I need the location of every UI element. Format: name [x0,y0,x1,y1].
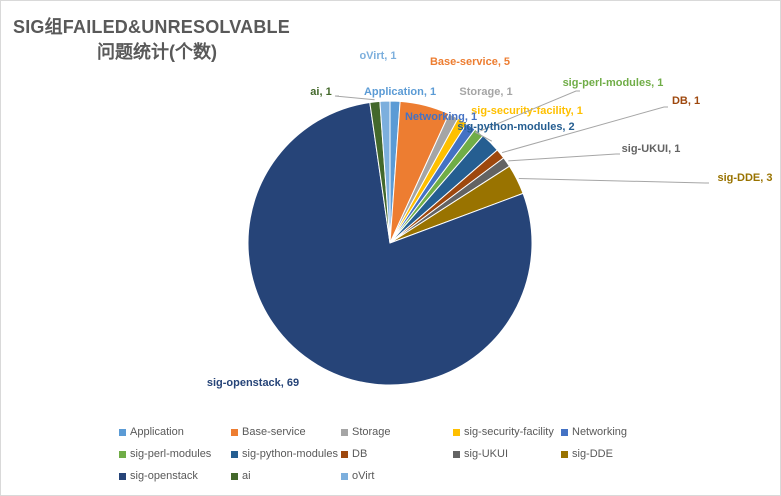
data-label-sig-ukui: sig-UKUI, 1 [622,143,681,155]
legend-swatch [341,428,348,436]
data-label-sig-perl-modules: sig-perl-modules, 1 [563,77,664,89]
legend-label: Networking [572,426,628,438]
legend-swatch [561,428,568,436]
data-label-sig-openstack: sig-openstack, 69 [207,377,299,389]
legend-item-base-service: Base-service [231,426,306,438]
legend-item-sig-ukui: sig-UKUI [453,448,508,460]
data-label-sig-python-modules: sig-python-modules, 2 [457,121,574,133]
legend-label: sig-openstack [130,470,198,482]
data-label-ovirt: oVirt, 1 [359,50,396,62]
data-label-networking: Networking, 1 [405,111,477,123]
legend-item-sig-openstack: sig-openstack [119,470,198,482]
legend-label: sig-python-modules [242,448,338,460]
data-label-db: DB, 1 [672,95,700,107]
chart-title: SIG组FAILED&UNRESOLVABLE [13,17,290,37]
legend-swatch [341,472,348,480]
data-label-ai: ai, 1 [310,86,331,98]
leader-line-db [501,106,668,154]
legend-label: DB [352,448,368,460]
legend-swatch [341,450,348,458]
legend-item-application: Application [119,426,184,438]
pie-slice-sig-openstack [247,101,533,386]
legend-swatch [231,472,238,480]
legend-item-networking: Networking [561,426,627,438]
legend-label: Application [130,426,184,438]
legend-swatch [231,428,238,436]
legend-item-sig-python-modules: sig-python-modules [231,448,338,460]
legend-label: ai [242,470,251,482]
legend-item-storage: Storage [341,426,391,438]
legend-label: oVirt [352,470,375,482]
leader-line-ai [334,95,375,101]
legend-item-ovirt: oVirt [341,470,374,482]
legend-swatch [453,428,460,436]
leader-line-sig-perl-modules [480,90,580,132]
legend-item-sig-perl-modules: sig-perl-modules [119,448,211,460]
legend-label: sig-UKUI [464,448,509,460]
legend-item-db: DB [341,448,367,460]
legend-item-sig-dde: sig-DDE [561,448,613,460]
legend-swatch [119,450,126,458]
legend-label: sig-DDE [572,448,613,460]
chart-title-block: SIG组FAILED&UNRESOLVABLE 问题统计(个数) [13,15,293,65]
leader-line-sig-python-modules [474,131,493,142]
legend-swatch [231,450,238,458]
legend-swatch [119,472,126,480]
legend-swatch [561,450,568,458]
legend-item-ai: ai [231,470,251,482]
data-label-base-service: Base-service, 5 [430,56,510,68]
legend-label: sig-perl-modules [130,448,212,460]
chart-subtitle: 问题统计(个数) [97,42,217,62]
leader-line-sig-dde [518,178,709,184]
legend-label: Storage [352,426,391,438]
legend-swatch [453,450,460,458]
pie-slice-ovirt [379,100,391,244]
legend-label: Base-service [242,426,306,438]
legend-swatch [119,428,126,436]
data-label-application: Application, 1 [364,86,436,98]
legend-label: sig-security-facility [464,426,554,438]
leader-line-sig-ukui [508,153,620,162]
data-label-sig-dde: sig-DDE, 3 [717,172,772,184]
data-label-storage: Storage, 1 [459,86,512,98]
legend-item-sig-security-facility: sig-security-facility [453,426,554,438]
pie-chart: Application, 1 Base-service, 5 Storage, 1 s… [207,50,773,389]
